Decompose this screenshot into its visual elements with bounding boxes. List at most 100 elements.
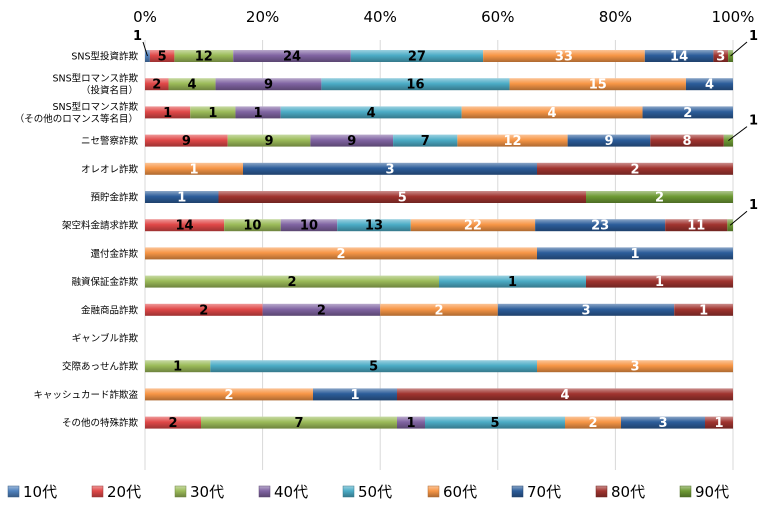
data-label: 4: [560, 388, 569, 403]
legend-item: 20代: [92, 483, 141, 501]
data-label: 7: [421, 134, 430, 149]
category-label: SNS型ロマンス詐欺（その他のロマンス等名目）: [15, 101, 139, 125]
data-label: 2: [287, 275, 296, 290]
data-label: 5: [158, 50, 167, 65]
data-label: 2: [683, 106, 692, 121]
data-label: 10: [300, 219, 318, 234]
category-label: 預貯金詐欺: [90, 192, 138, 204]
legend-label: 30代: [190, 483, 224, 501]
data-label: 9: [264, 78, 273, 93]
x-tick-label: 60%: [481, 8, 514, 26]
data-label: 9: [265, 134, 274, 149]
data-label: 2: [224, 388, 233, 403]
data-label: 9: [182, 134, 191, 149]
data-label: 1: [699, 303, 708, 318]
data-label: 1: [714, 416, 723, 431]
legend-label: 10代: [23, 483, 57, 501]
x-tick-label: 80%: [599, 8, 632, 26]
data-label: 2: [168, 416, 177, 431]
category-label: 架空料金請求詐欺: [62, 220, 139, 232]
category-label: オレオレ詐欺: [81, 163, 139, 175]
x-tick-label: 0%: [133, 8, 157, 26]
callout-line: [728, 127, 747, 141]
data-label: 1: [406, 416, 415, 431]
data-label: 1: [508, 275, 517, 290]
legend-label: 50代: [358, 483, 392, 501]
legend-label: 40代: [274, 483, 308, 501]
data-label: 2: [588, 416, 597, 431]
legend-swatch: [596, 486, 607, 497]
legend-item: 50代: [343, 483, 392, 501]
data-label: 9: [347, 134, 356, 149]
data-label: 15: [589, 78, 607, 93]
data-label: 27: [408, 50, 426, 65]
data-label: 10: [243, 219, 261, 234]
category-label: SNS型投資詐欺: [71, 51, 138, 63]
legend-label: 60代: [443, 483, 477, 501]
data-label: 5: [398, 191, 407, 206]
data-label: 1: [208, 106, 217, 121]
data-label: 4: [188, 78, 197, 93]
category-labels: SNS型投資詐欺SNS型ロマンス詐欺（投資名目）SNS型ロマンス詐欺（その他のロ…: [15, 51, 139, 430]
data-label: 33: [555, 50, 573, 65]
data-label: 4: [367, 106, 376, 121]
x-tick-label: 40%: [364, 8, 397, 26]
legend-swatch: [259, 486, 270, 497]
legend-swatch: [8, 486, 19, 497]
legend-item: 60代: [428, 483, 477, 501]
data-label: 1: [350, 388, 359, 403]
legend-item: 90代: [680, 483, 729, 501]
data-label: 24: [283, 50, 301, 65]
data-label: 12: [503, 134, 521, 149]
data-label: 2: [434, 303, 443, 318]
data-label: 14: [670, 50, 688, 65]
data-label: 1: [189, 162, 198, 177]
legend-swatch: [343, 486, 354, 497]
legend-swatch: [680, 486, 691, 497]
data-label: 3: [630, 360, 639, 375]
data-label: 23: [591, 219, 609, 234]
category-label: キャッシュカード詐欺盗: [33, 389, 138, 401]
legend-item: 30代: [175, 483, 224, 501]
data-label: 5: [369, 360, 378, 375]
data-label: 22: [464, 219, 482, 234]
data-label: 2: [317, 303, 326, 318]
data-label: 1: [655, 275, 664, 290]
data-label: 1: [749, 198, 758, 213]
legend-label: 90代: [695, 483, 729, 501]
legend-swatch: [428, 486, 439, 497]
category-label: ギャンブル詐欺: [72, 333, 139, 345]
data-label: 2: [199, 303, 208, 318]
legend-item: 10代: [8, 483, 57, 501]
category-label: 交際あっせん詐欺: [62, 361, 139, 373]
x-tick-label: 100%: [712, 8, 755, 26]
bars: [145, 50, 733, 429]
category-label: 融資保証金詐欺: [71, 276, 138, 288]
data-label: 2: [630, 162, 639, 177]
data-label: 3: [385, 162, 394, 177]
data-label: 1: [173, 360, 182, 375]
data-label: 1: [749, 114, 758, 129]
data-label: 13: [365, 219, 383, 234]
data-label: 8: [683, 134, 692, 149]
data-label: 4: [548, 106, 557, 121]
legend-item: 70代: [512, 483, 561, 501]
data-label: 12: [195, 50, 213, 65]
category-label: ニセ警察詐欺: [81, 135, 139, 147]
legend-item: 40代: [259, 483, 308, 501]
legend-label: 70代: [527, 483, 561, 501]
data-label: 2: [152, 78, 161, 93]
category-label: 還付金詐欺: [90, 248, 138, 260]
legend-swatch: [92, 486, 103, 497]
legend-swatch: [512, 486, 523, 497]
data-label: 2: [336, 247, 345, 262]
data-label: 1: [254, 106, 263, 121]
data-label: 1: [749, 29, 758, 44]
legend: 10代 20代 30代 40代 50代 60代 70代 80代 90代: [8, 483, 729, 501]
legend-label: 20代: [107, 483, 141, 501]
data-label: 9: [604, 134, 613, 149]
x-axis-ticks: 0% 20% 40% 60% 80% 100%: [133, 8, 754, 26]
data-label: 1: [630, 247, 639, 262]
